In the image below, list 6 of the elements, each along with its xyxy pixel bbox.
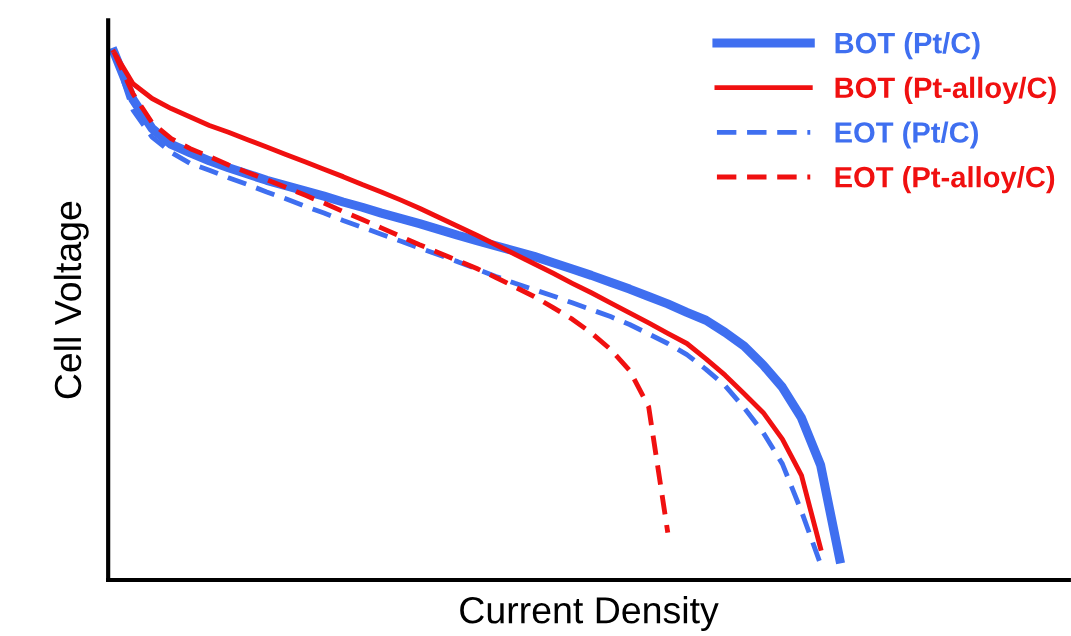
- y-axis-title: Cell Voltage: [53, 201, 89, 399]
- x-axis-title: Current Density: [460, 596, 719, 631]
- legend-label: BOT (Pt/C): [835, 32, 980, 60]
- legend-label: EOT (Pt/C): [835, 121, 978, 149]
- legend-label: EOT (Pt-alloy/C): [835, 166, 1055, 194]
- legend-label: BOT (Pt-alloy/C): [835, 76, 1056, 104]
